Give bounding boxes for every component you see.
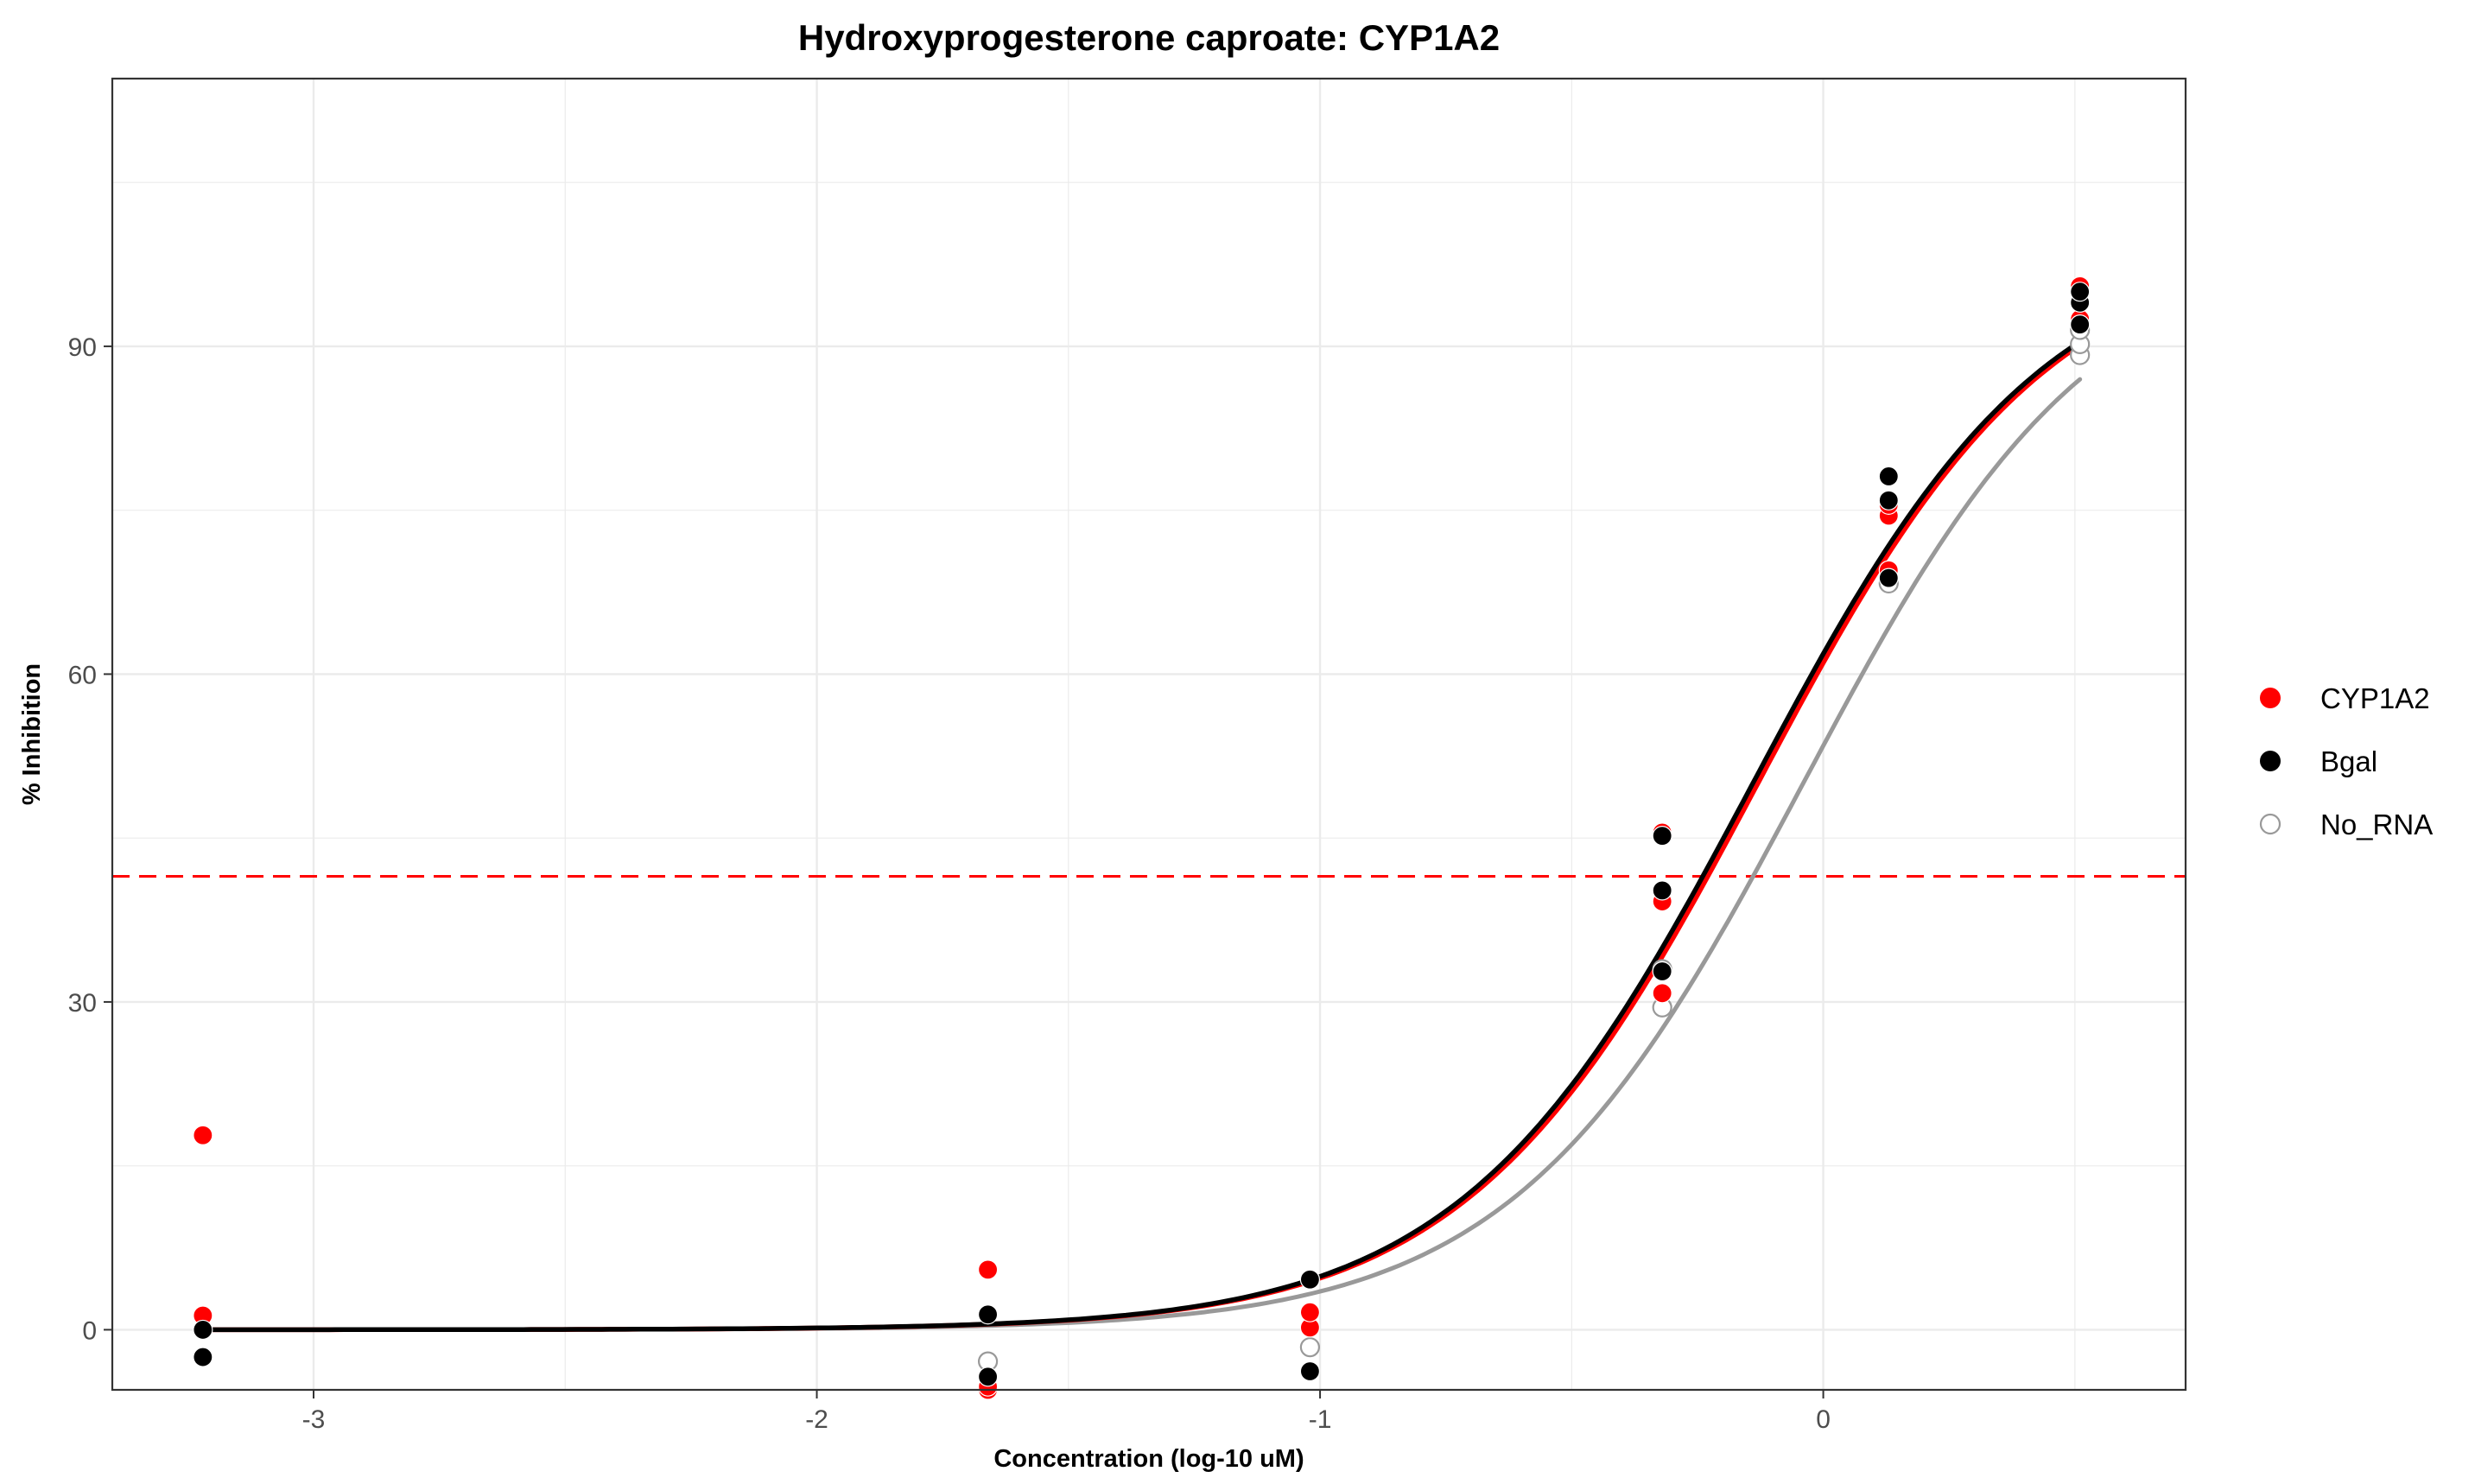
data-point-cyp1a2	[193, 1125, 213, 1145]
legend-label-no-rna: No_RNA	[2320, 809, 2433, 840]
chart-title: Hydroxyprogesterone caproate: CYP1A2	[798, 17, 1500, 58]
x-tick-label: -3	[302, 1405, 326, 1434]
data-point-cyp1a2	[1652, 983, 1672, 1004]
y-tick-label: 0	[82, 1316, 97, 1345]
y-tick-label: 90	[68, 333, 97, 362]
data-point-bgal	[193, 1347, 213, 1367]
fit-curve-bgal	[200, 339, 2083, 1333]
y-axis-title: % Inhibition	[18, 663, 46, 805]
plot-panel-border	[111, 77, 2187, 1392]
fitted-curves	[200, 339, 2083, 1333]
legend-key-no-rna	[2259, 813, 2281, 835]
data-point-bgal	[1299, 1360, 1321, 1382]
data-point-no-rna	[1299, 1337, 1321, 1358]
legend-key-cyp1a2	[2260, 688, 2281, 708]
legend-label-bgal: Bgal	[2320, 745, 2377, 777]
x-axis-ticks: -3 -2 -1 0	[302, 1390, 1831, 1434]
data-point-bgal	[2070, 282, 2091, 302]
data-point-bgal	[977, 1367, 999, 1387]
y-axis-ticks: 0 30 60 90	[68, 333, 112, 1345]
data-point-cyp1a2	[977, 1259, 999, 1280]
legend-label-cyp1a2: CYP1A2	[2320, 682, 2430, 714]
data-point-bgal	[1652, 880, 1672, 901]
grid-lines	[112, 79, 2186, 1390]
data-point-bgal	[977, 1304, 999, 1325]
plot-panel-background	[112, 79, 2186, 1390]
data-point-bgal	[1652, 961, 1672, 982]
data-point-bgal	[193, 1319, 213, 1341]
data-point-bgal	[1299, 1269, 1321, 1290]
data-point-bgal	[2070, 314, 2091, 335]
x-axis-title: Concentration (log-10 uM)	[993, 1445, 1304, 1473]
data-point-bgal	[1878, 568, 1899, 588]
legend: CYP1A2 Bgal No_RNA	[2259, 682, 2433, 840]
data-point-bgal	[1652, 826, 1672, 847]
data-point-cyp1a2	[1299, 1302, 1321, 1322]
data-points	[193, 276, 2091, 1400]
x-tick-label: -1	[1309, 1405, 1332, 1434]
x-tick-label: -2	[805, 1405, 828, 1434]
y-tick-label: 60	[68, 661, 97, 689]
data-point-bgal	[1878, 466, 1899, 487]
x-tick-label: 0	[1816, 1405, 1831, 1434]
y-tick-label: 30	[68, 989, 97, 1018]
data-point-bgal	[1878, 490, 1899, 511]
legend-key-bgal	[2260, 751, 2281, 771]
